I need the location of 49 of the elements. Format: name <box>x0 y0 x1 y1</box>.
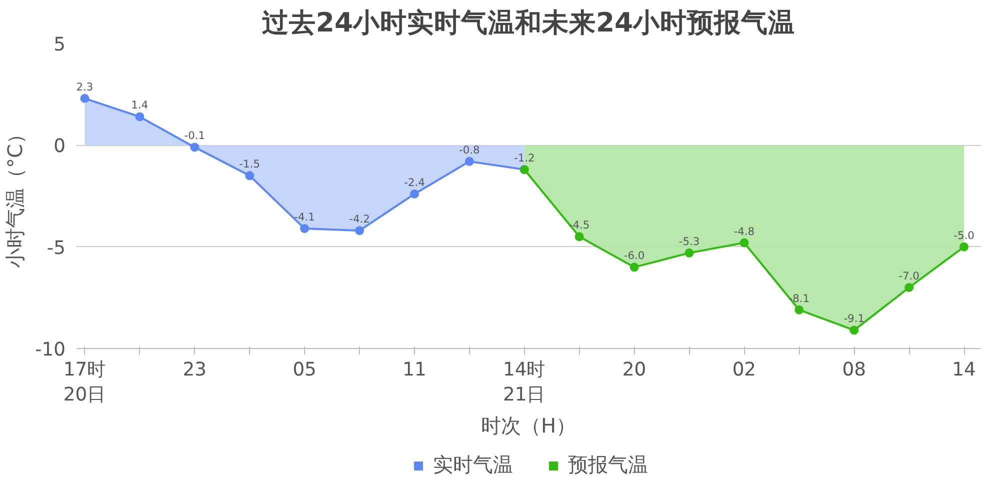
y-tick-label: 0 <box>54 136 66 158</box>
data-label: -9.1 <box>844 312 865 326</box>
y-axis-title: 小时气温（°C） <box>3 124 28 268</box>
x-tick-label: 17时 20日 <box>63 360 106 406</box>
data-label: -6.0 <box>624 249 645 262</box>
x-tick-label: 23 <box>182 360 207 380</box>
y-tick-label: -5 <box>46 238 66 259</box>
data-label: 2.3 <box>76 80 94 94</box>
data-label: -2.4 <box>404 176 426 189</box>
point <box>355 226 364 236</box>
point <box>960 242 969 252</box>
data-label: -5.0 <box>954 228 975 242</box>
y-tick-label: 5 <box>54 34 66 56</box>
x-tick-label: 11 <box>402 360 426 380</box>
point <box>135 112 144 122</box>
point <box>245 171 254 180</box>
legend-label: 实时气温 <box>433 452 513 478</box>
point <box>464 156 474 166</box>
legend-label: 预报气温 <box>568 452 648 478</box>
data-label: -7.0 <box>898 270 920 282</box>
data-label: -0.8 <box>459 143 480 156</box>
x-tick-label: 02 <box>732 360 756 380</box>
y-tick-label: -10 <box>35 340 66 360</box>
point <box>410 189 419 198</box>
data-label: -4.1 <box>294 210 315 224</box>
x-tick-label: 14 <box>952 360 976 380</box>
data-label: -4.2 <box>349 212 370 226</box>
point <box>850 326 859 335</box>
point <box>684 248 694 258</box>
point <box>630 262 639 272</box>
point <box>574 232 584 242</box>
x-tick-label: 20 <box>622 360 646 380</box>
point <box>904 283 914 292</box>
data-label: -0.1 <box>184 129 206 142</box>
x-tick-label: 14时 21日 <box>503 360 546 406</box>
data-label: -4.8 <box>734 224 755 238</box>
point <box>190 142 200 152</box>
data-label: -5.3 <box>678 234 700 248</box>
point <box>740 238 749 248</box>
data-label: 1.4 <box>131 98 148 112</box>
point <box>794 305 804 314</box>
point <box>300 224 310 234</box>
chart-title: 过去24小时实时气温和未来24小时预报气温 <box>262 8 796 38</box>
x-tick-label: 05 <box>292 360 316 380</box>
point <box>80 94 90 103</box>
x-tick-label: 08 <box>842 360 866 380</box>
data-label: -1.5 <box>239 158 260 171</box>
x-axis-title: 时次（H） <box>480 414 576 438</box>
data-label: -1.2 <box>514 152 535 165</box>
